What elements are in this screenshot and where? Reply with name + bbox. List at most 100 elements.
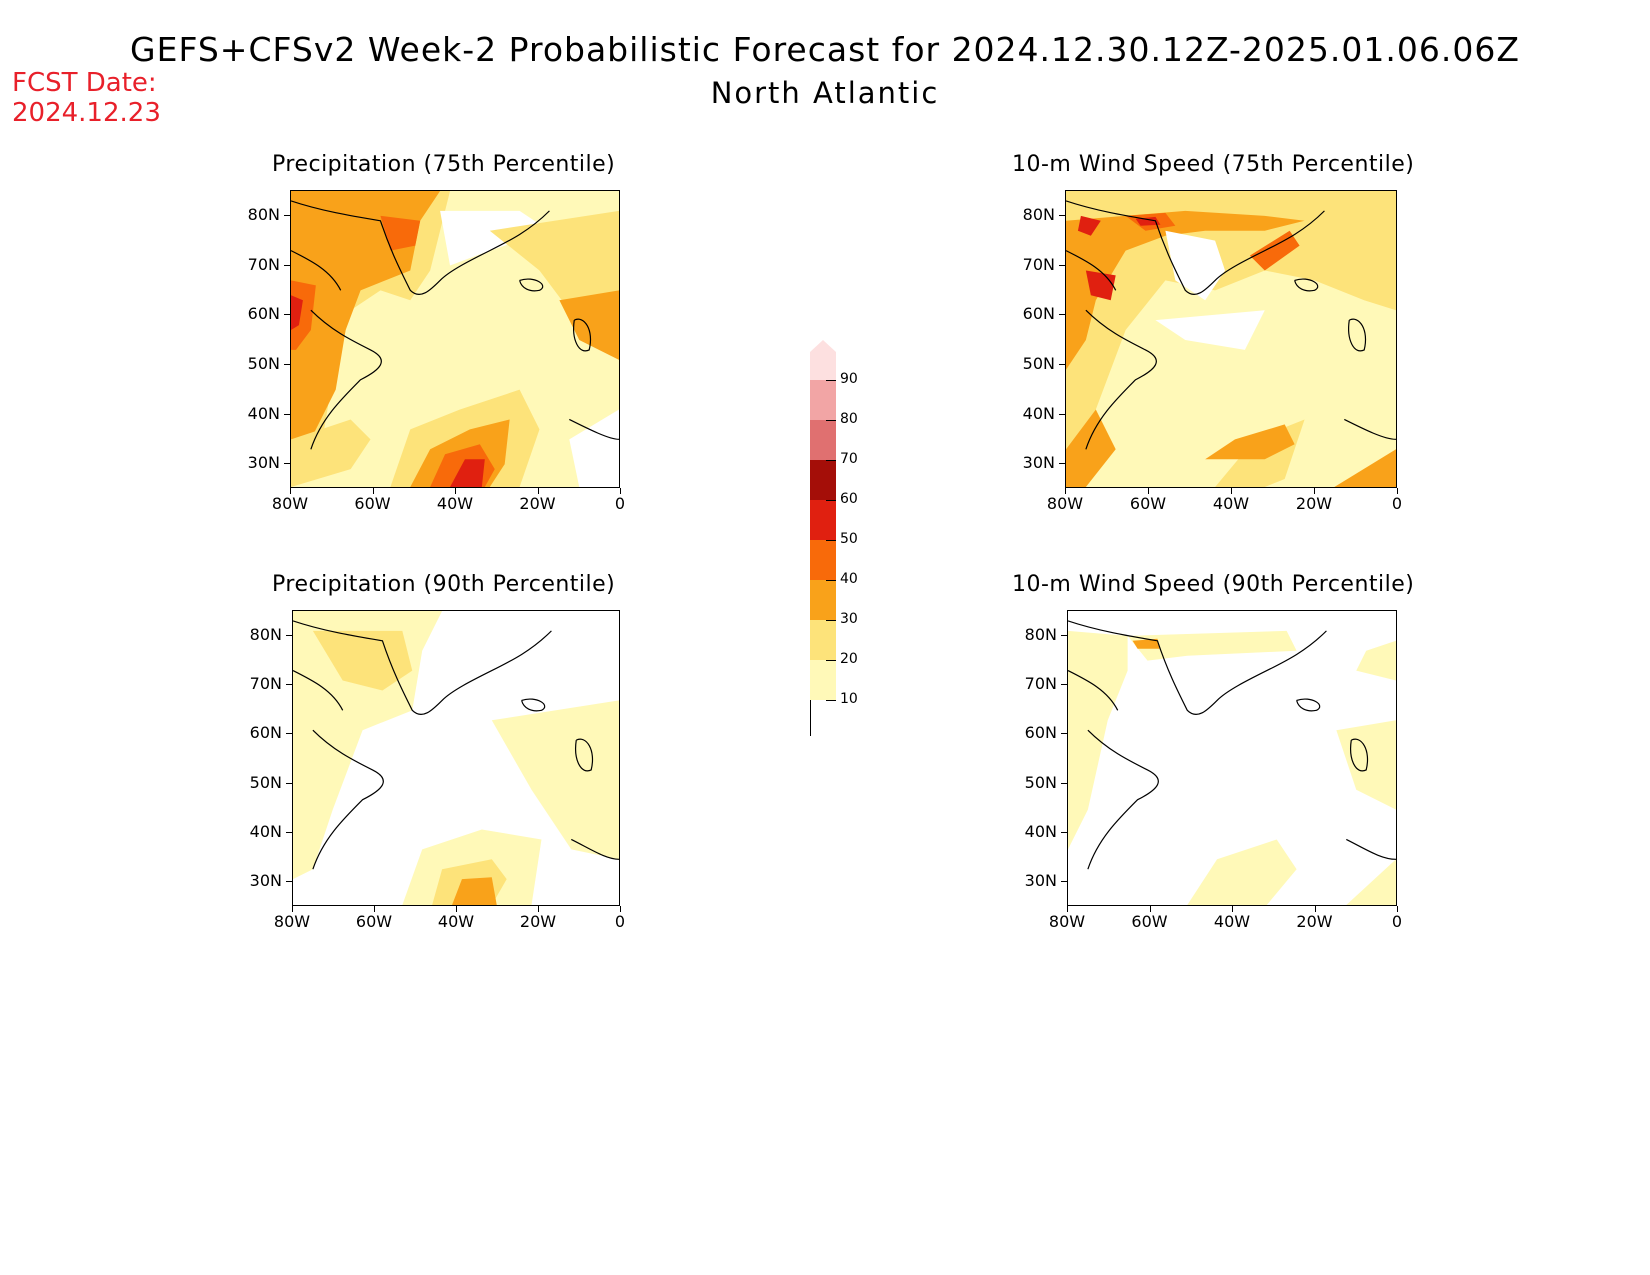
lat-label: 30N bbox=[249, 871, 282, 891]
lat-label: 50N bbox=[1022, 353, 1055, 373]
colorbar-tick bbox=[826, 580, 836, 581]
lat-tick bbox=[1059, 463, 1065, 465]
forecast-date-label: FCST Date: 2024.12.23 bbox=[12, 68, 161, 128]
lat-tick bbox=[1061, 881, 1067, 883]
lat-tick bbox=[284, 314, 290, 316]
map-precip-75 bbox=[290, 190, 620, 488]
lat-label: 80N bbox=[1024, 624, 1057, 644]
lon-tick bbox=[620, 906, 621, 912]
colorbar-tick bbox=[826, 660, 836, 661]
lat-label: 70N bbox=[1024, 674, 1057, 693]
lon-tick bbox=[372, 488, 374, 494]
colorbar-label: 60 bbox=[840, 491, 858, 507]
lon-label: 80W bbox=[273, 912, 311, 931]
lon-tick bbox=[537, 488, 539, 494]
lat-tick bbox=[284, 413, 290, 415]
panel-title-precip-75: Precipitation (75th Percentile) bbox=[272, 152, 616, 177]
lon-tick bbox=[620, 488, 621, 494]
colorbar-tick bbox=[826, 540, 836, 541]
colorbar-tick bbox=[826, 500, 836, 501]
lon-tick bbox=[1232, 906, 1233, 912]
lat-tick bbox=[1061, 832, 1067, 833]
lon-tick bbox=[1231, 488, 1232, 494]
lat-label: 50N bbox=[247, 353, 280, 373]
panel-title-precip-90: Precipitation (90th Percentile) bbox=[272, 572, 616, 597]
lon-tick bbox=[1397, 906, 1398, 912]
lat-tick bbox=[284, 463, 290, 465]
lon-tick bbox=[374, 906, 375, 912]
colorbar-label: 40 bbox=[840, 571, 858, 587]
lat-tick bbox=[1061, 684, 1067, 685]
colorbar-segment bbox=[810, 500, 836, 540]
lon-label: 0 bbox=[1391, 494, 1403, 513]
lon-tick bbox=[538, 906, 539, 912]
colorbar-segment bbox=[810, 620, 836, 660]
lon-label: 40W bbox=[1213, 912, 1251, 931]
lon-label: 20W bbox=[519, 494, 556, 513]
panel-title-wind-75: 10-m Wind Speed (75th Percentile) bbox=[1012, 152, 1415, 177]
region-subtitle: North Atlantic bbox=[710, 76, 940, 110]
lat-label: 60N bbox=[1024, 723, 1057, 743]
lat-label: 60N bbox=[247, 304, 280, 324]
lon-label: 80W bbox=[271, 494, 309, 513]
lat-label: 80N bbox=[247, 204, 280, 224]
lat-label: 70N bbox=[247, 254, 280, 274]
colorbar-label: 90 bbox=[840, 371, 858, 387]
colorbar-segment bbox=[810, 580, 836, 620]
colorbar-label: 80 bbox=[840, 411, 858, 427]
lon-label: 60W bbox=[355, 912, 393, 931]
lat-tick bbox=[286, 634, 292, 636]
colorbar-label: 30 bbox=[840, 611, 858, 627]
lon-label: 60W bbox=[1131, 912, 1168, 931]
lat-tick bbox=[1059, 214, 1065, 216]
lat-label: 40N bbox=[247, 403, 280, 423]
lon-label: 80W bbox=[1048, 912, 1086, 931]
lon-label: 40W bbox=[437, 912, 475, 931]
lat-label: 40N bbox=[1022, 403, 1055, 423]
lat-label: 30N bbox=[1024, 871, 1057, 891]
lat-label: 70N bbox=[249, 674, 282, 693]
map-wind-90 bbox=[1067, 610, 1397, 906]
lon-label: 40W bbox=[436, 494, 474, 513]
fcst-date-caption: FCST Date: bbox=[12, 68, 157, 98]
colorbar-segment bbox=[810, 340, 836, 380]
colorbar-tick bbox=[826, 700, 836, 701]
lon-label: 60W bbox=[1129, 494, 1167, 513]
colorbar-segment bbox=[810, 420, 836, 460]
lat-tick bbox=[284, 264, 290, 266]
colorbar-segment bbox=[810, 540, 836, 580]
colorbar-segment bbox=[810, 380, 836, 420]
lon-tick bbox=[292, 906, 293, 912]
fcst-date-value: 2024.12.23 bbox=[12, 98, 161, 128]
lat-tick bbox=[1061, 733, 1067, 735]
lat-tick bbox=[286, 684, 292, 685]
colorbar-label: 50 bbox=[840, 531, 858, 547]
lat-label: 40N bbox=[249, 822, 282, 841]
lat-tick bbox=[286, 782, 292, 784]
lon-label: 60W bbox=[354, 494, 391, 513]
lon-tick bbox=[1067, 906, 1068, 912]
lat-tick bbox=[284, 363, 290, 365]
lat-tick bbox=[286, 832, 292, 833]
lon-tick bbox=[1314, 488, 1315, 494]
colorbar-tick bbox=[826, 380, 836, 381]
lon-tick bbox=[455, 488, 456, 494]
lat-tick bbox=[284, 214, 290, 216]
colorbar-tail bbox=[810, 700, 811, 736]
lat-label: 30N bbox=[247, 453, 280, 473]
lon-label: 40W bbox=[1212, 494, 1250, 513]
colorbar-tick bbox=[826, 420, 836, 421]
lat-tick bbox=[1059, 314, 1065, 316]
lat-label: 30N bbox=[1022, 453, 1055, 473]
lon-label: 0 bbox=[614, 494, 626, 513]
lat-tick bbox=[1059, 413, 1065, 415]
panel-title-wind-90: 10-m Wind Speed (90th Percentile) bbox=[1012, 572, 1415, 597]
colorbar-tick bbox=[826, 620, 836, 621]
lon-label: 20W bbox=[1295, 494, 1333, 513]
lon-tick bbox=[1065, 488, 1066, 494]
lon-tick bbox=[1148, 488, 1149, 494]
lon-label: 20W bbox=[1296, 912, 1333, 931]
lat-label: 60N bbox=[1022, 304, 1055, 324]
colorbar-label: 10 bbox=[840, 691, 858, 707]
map-precip-90 bbox=[292, 610, 620, 906]
